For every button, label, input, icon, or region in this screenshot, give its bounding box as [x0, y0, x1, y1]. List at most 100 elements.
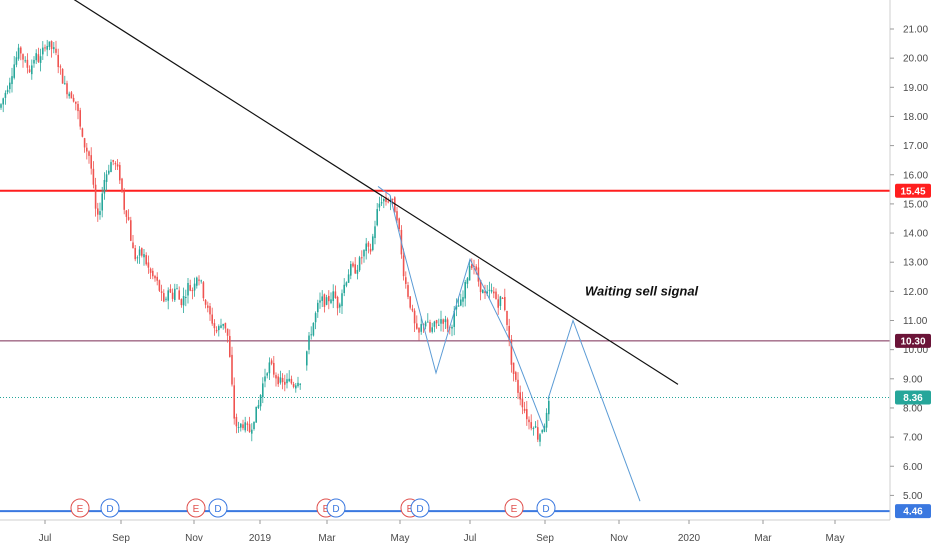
- event-label: D: [106, 504, 113, 515]
- candle-body: [114, 163, 117, 165]
- candle-body: [103, 179, 106, 194]
- candle-body: [35, 53, 37, 61]
- candle-body: [81, 128, 84, 137]
- candle-body: [281, 378, 284, 383]
- candle-body: [61, 68, 64, 84]
- candle-body: [193, 283, 196, 291]
- candle-body: [325, 297, 328, 305]
- candle-body: [119, 165, 121, 181]
- candle-body: [310, 334, 312, 336]
- candle-body: [290, 378, 293, 384]
- price-tag-last-price: [895, 390, 931, 405]
- candle-body: [493, 291, 495, 294]
- candle-body: [486, 291, 488, 294]
- candle-body: [22, 54, 24, 60]
- candle-body: [277, 376, 279, 385]
- candle-body: [42, 47, 44, 55]
- candle-body: [99, 211, 101, 215]
- candle-body: [444, 319, 447, 323]
- candle-body: [262, 383, 264, 398]
- candle-body: [218, 326, 220, 331]
- candle-body: [187, 282, 189, 296]
- candle-body: [209, 306, 211, 315]
- candle-body: [479, 280, 482, 293]
- candle-body: [378, 203, 381, 208]
- y-tick-label: 20.00: [903, 54, 928, 65]
- candle-body: [512, 362, 515, 374]
- candle-body: [270, 360, 273, 364]
- candle-body: [420, 324, 422, 332]
- candle-body: [343, 284, 345, 294]
- candle-body: [336, 296, 339, 309]
- candle-body: [306, 351, 308, 366]
- candle-body: [57, 54, 59, 68]
- price-tag-resistance: [895, 183, 931, 198]
- candle-body: [409, 296, 411, 308]
- candle-body: [176, 288, 178, 290]
- candle-body: [438, 324, 440, 326]
- y-tick-label: 21.00: [903, 25, 928, 36]
- candle-body: [226, 328, 229, 336]
- candle-body: [64, 83, 66, 85]
- candle-body: [121, 178, 123, 192]
- drawing-tools: Waiting sell signal: [73, 0, 699, 502]
- candle-body: [189, 285, 191, 291]
- candle-body: [462, 297, 464, 302]
- candle-body: [2, 98, 4, 105]
- candle-body: [416, 323, 418, 329]
- candle-body: [471, 264, 473, 269]
- candle-body: [94, 184, 97, 209]
- candle-body: [259, 394, 262, 407]
- candle-body: [31, 65, 33, 75]
- candle-body: [398, 218, 400, 229]
- y-tick-label: 16.00: [903, 170, 928, 181]
- candle-body: [211, 314, 213, 324]
- candle-body: [92, 168, 95, 185]
- candle-body: [108, 170, 110, 174]
- candle-body: [242, 424, 244, 429]
- candle-body: [123, 191, 125, 210]
- candle-body: [299, 383, 301, 385]
- candle-body: [15, 57, 18, 65]
- x-tick-label: Sep: [536, 533, 554, 544]
- candle-body: [380, 202, 383, 204]
- price-tag-support: [895, 333, 931, 348]
- candle-body: [198, 279, 200, 281]
- candle-body: [53, 47, 55, 50]
- candle-body: [90, 155, 92, 169]
- candle-body: [350, 264, 352, 276]
- candle-body: [464, 281, 466, 299]
- candle-body: [77, 103, 79, 112]
- candle-body: [167, 290, 169, 301]
- zigzag-pattern: [377, 186, 545, 429]
- price-tag-label: 8.36: [903, 393, 923, 404]
- y-tick-label: 14.00: [903, 229, 928, 240]
- candle-body: [501, 297, 504, 299]
- candle-body: [440, 319, 442, 324]
- candle-body: [248, 424, 251, 433]
- x-tick-label: 2019: [249, 533, 272, 544]
- candle-body: [321, 296, 323, 301]
- candle-body: [339, 304, 341, 308]
- candle-body: [407, 285, 409, 297]
- candle-body: [279, 377, 282, 383]
- candle-body: [158, 280, 161, 291]
- candle-body: [323, 294, 326, 307]
- candle-body: [20, 47, 22, 54]
- x-tick-label: Jul: [39, 533, 52, 544]
- event-marker-dividend: [326, 498, 346, 518]
- candle-body: [116, 164, 119, 167]
- candle-body: [358, 257, 361, 271]
- candle-body: [257, 405, 260, 408]
- candle-body: [268, 362, 271, 374]
- candle-body: [365, 243, 367, 252]
- candle-body: [308, 335, 310, 350]
- candle-body: [185, 297, 187, 299]
- candle-body: [213, 323, 216, 329]
- x-tick-label: Mar: [318, 533, 336, 544]
- candle-body: [141, 248, 143, 256]
- candle-body: [284, 381, 286, 385]
- candle-body: [48, 41, 51, 47]
- candle-body: [435, 320, 438, 324]
